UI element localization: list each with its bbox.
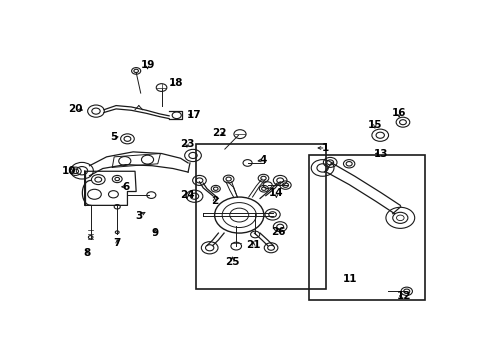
Text: 6: 6	[122, 182, 130, 192]
Text: 14: 14	[268, 188, 283, 198]
Text: 4: 4	[259, 155, 266, 165]
Text: 12: 12	[396, 291, 410, 301]
Bar	[195, 144, 325, 288]
Text: 5: 5	[110, 132, 117, 142]
Text: 2: 2	[210, 196, 218, 206]
Text: 25: 25	[224, 257, 239, 267]
Text: 11: 11	[342, 274, 356, 284]
Text: 15: 15	[367, 120, 382, 130]
Text: 16: 16	[391, 108, 406, 118]
Text: 8: 8	[83, 248, 90, 258]
Text: 18: 18	[168, 78, 183, 89]
Text: 3: 3	[135, 211, 142, 221]
Text: 10: 10	[62, 166, 77, 176]
Bar	[309, 156, 424, 300]
Text: 26: 26	[270, 227, 285, 237]
Text: 22: 22	[212, 128, 226, 138]
Text: 1: 1	[322, 143, 328, 153]
Text: 19: 19	[140, 60, 154, 70]
Text: 21: 21	[246, 240, 261, 250]
Text: 23: 23	[179, 139, 194, 149]
Text: 13: 13	[373, 149, 388, 158]
Text: 24: 24	[179, 190, 194, 200]
Text: 17: 17	[187, 110, 202, 120]
Text: 7: 7	[113, 238, 121, 248]
Text: 9: 9	[151, 228, 158, 238]
Text: 20: 20	[68, 104, 82, 114]
